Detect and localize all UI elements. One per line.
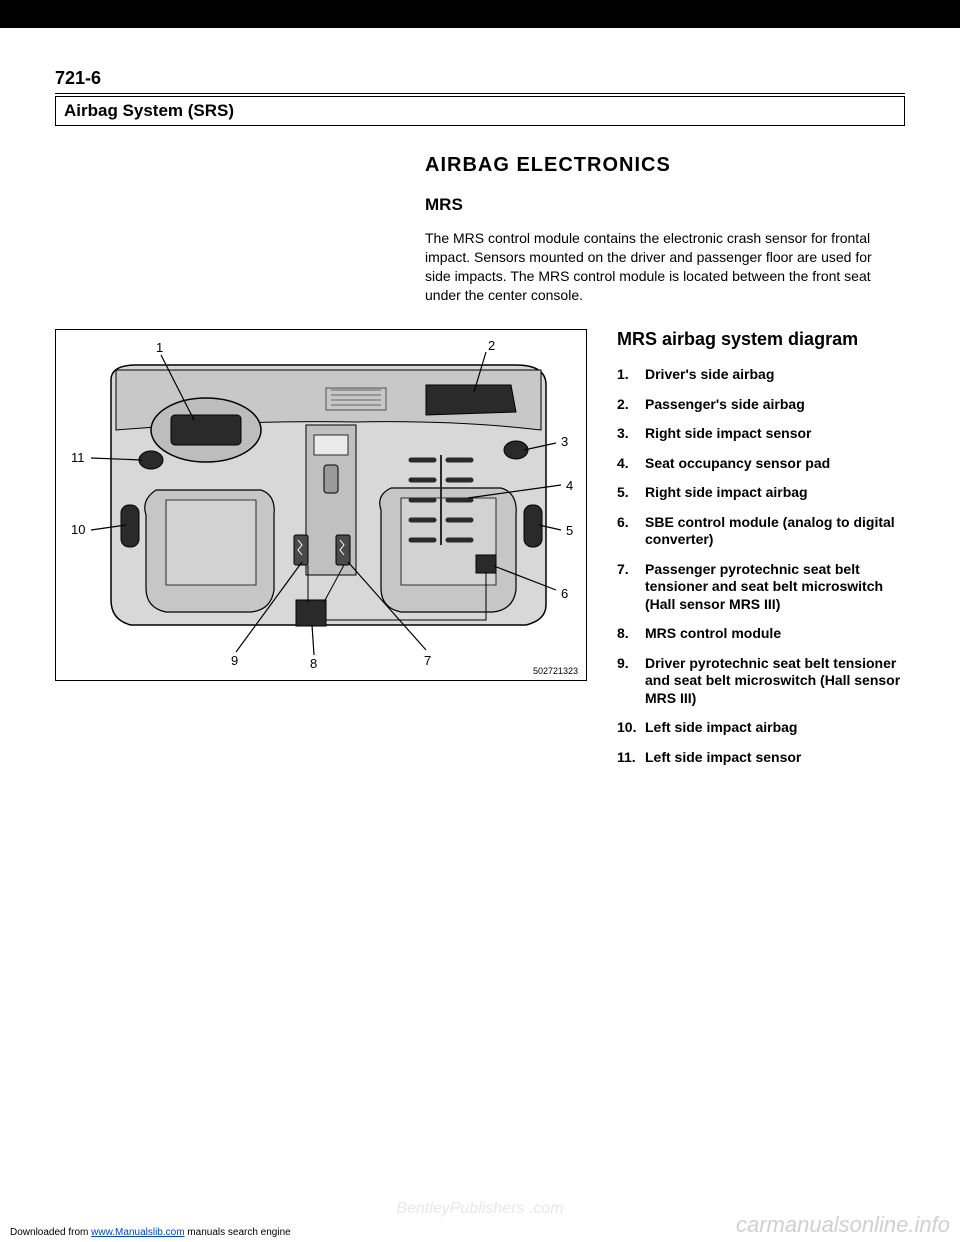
footer-left: Downloaded from www.Manualslib.com manua… [10, 1227, 291, 1238]
legend-item-number: 10. [617, 719, 645, 737]
legend-item-number: 8. [617, 625, 645, 643]
legend-item-number: 3. [617, 425, 645, 443]
top-black-bar [0, 0, 960, 28]
legend-item: 2.Passenger's side airbag [617, 396, 905, 414]
legend-item: 4.Seat occupancy sensor pad [617, 455, 905, 473]
left-impact-sensor [139, 451, 163, 469]
legend-item: 3.Right side impact sensor [617, 425, 905, 443]
rule-above-title [55, 93, 905, 94]
legend-item: 10.Left side impact airbag [617, 719, 905, 737]
callout-11: 11 [71, 450, 85, 465]
page-content: 721-6 Airbag System (SRS) AIRBAG ELECTRO… [0, 28, 960, 780]
passenger-tensioner [336, 535, 350, 565]
page-number: 721-6 [55, 68, 905, 89]
legend-item: 6.SBE control module (analog to digital … [617, 514, 905, 549]
callout-7: 7 [424, 653, 431, 668]
legend-item-number: 5. [617, 484, 645, 502]
legend-item-text: Passenger pyrotechnic seat belt tensione… [645, 561, 905, 614]
legend-item-number: 4. [617, 455, 645, 473]
legend-item-text: Right side impact airbag [645, 484, 808, 502]
section-heading: AIRBAG ELECTRONICS [425, 154, 905, 177]
legend-item-text: Left side impact airbag [645, 719, 797, 737]
driver-airbag [171, 415, 241, 445]
sbe-module [476, 555, 496, 573]
airbag-diagram-svg: 1 2 3 4 5 6 7 8 9 10 11 [56, 330, 586, 680]
legend-item-text: SBE control module (analog to digital co… [645, 514, 905, 549]
legend-item-number: 11. [617, 749, 645, 767]
figure-id: 502721323 [533, 666, 578, 676]
legend-list: 1.Driver's side airbag2.Passenger's side… [617, 366, 905, 766]
footer-after-text: manuals search engine [185, 1227, 291, 1238]
left-side-airbag [121, 505, 139, 547]
title-box: Airbag System (SRS) [55, 96, 905, 126]
callout-6: 6 [561, 586, 568, 601]
legend-item-text: MRS control module [645, 625, 781, 643]
callout-1: 1 [156, 340, 163, 355]
legend-item: 8.MRS control module [617, 625, 905, 643]
legend-item-text: Seat occupancy sensor pad [645, 455, 830, 473]
legend-item-number: 2. [617, 396, 645, 414]
legend-item-text: Driver's side airbag [645, 366, 774, 384]
callout-8: 8 [310, 656, 317, 671]
page-footer: Downloaded from www.Manualslib.com manua… [0, 1212, 960, 1238]
passenger-airbag [426, 385, 516, 415]
footer-watermark-right: carmanualsonline.info [736, 1212, 950, 1238]
right-side-airbag [524, 505, 542, 547]
callout-5: 5 [566, 523, 573, 538]
legend-item-text: Right side impact sensor [645, 425, 811, 443]
legend-item: 9.Driver pyrotechnic seat belt tensioner… [617, 655, 905, 708]
legend-item-text: Passenger's side airbag [645, 396, 805, 414]
footer-downloaded-text: Downloaded from [10, 1227, 91, 1238]
legend-item: 11.Left side impact sensor [617, 749, 905, 767]
subsection-heading: MRS [425, 195, 905, 215]
callout-3: 3 [561, 434, 568, 449]
legend-item: 5.Right side impact airbag [617, 484, 905, 502]
callout-9: 9 [231, 653, 238, 668]
legend-item-number: 9. [617, 655, 645, 708]
driver-tensioner [294, 535, 308, 565]
legend-item-number: 1. [617, 366, 645, 384]
legend-item: 7.Passenger pyrotechnic seat belt tensio… [617, 561, 905, 614]
footer-link[interactable]: www.Manualslib.com [91, 1227, 184, 1238]
diagram-heading: MRS airbag system diagram [617, 329, 905, 351]
two-column-row: 1 2 3 4 5 6 7 8 9 10 11 502721323 MRS ai… [55, 329, 905, 781]
diagram-figure: 1 2 3 4 5 6 7 8 9 10 11 502721323 [55, 329, 587, 681]
legend-item-text: Left side impact sensor [645, 749, 801, 767]
legend-item: 1.Driver's side airbag [617, 366, 905, 384]
legend-column: MRS airbag system diagram 1.Driver's sid… [617, 329, 905, 781]
callout-10: 10 [71, 522, 85, 537]
callout-4: 4 [566, 478, 573, 493]
legend-item-number: 7. [617, 561, 645, 614]
legend-item-text: Driver pyrotechnic seat belt tensioner a… [645, 655, 905, 708]
legend-item-number: 6. [617, 514, 645, 549]
mrs-module [296, 600, 326, 626]
intro-paragraph: The MRS control module contains the elec… [425, 229, 875, 305]
callout-2: 2 [488, 338, 495, 353]
